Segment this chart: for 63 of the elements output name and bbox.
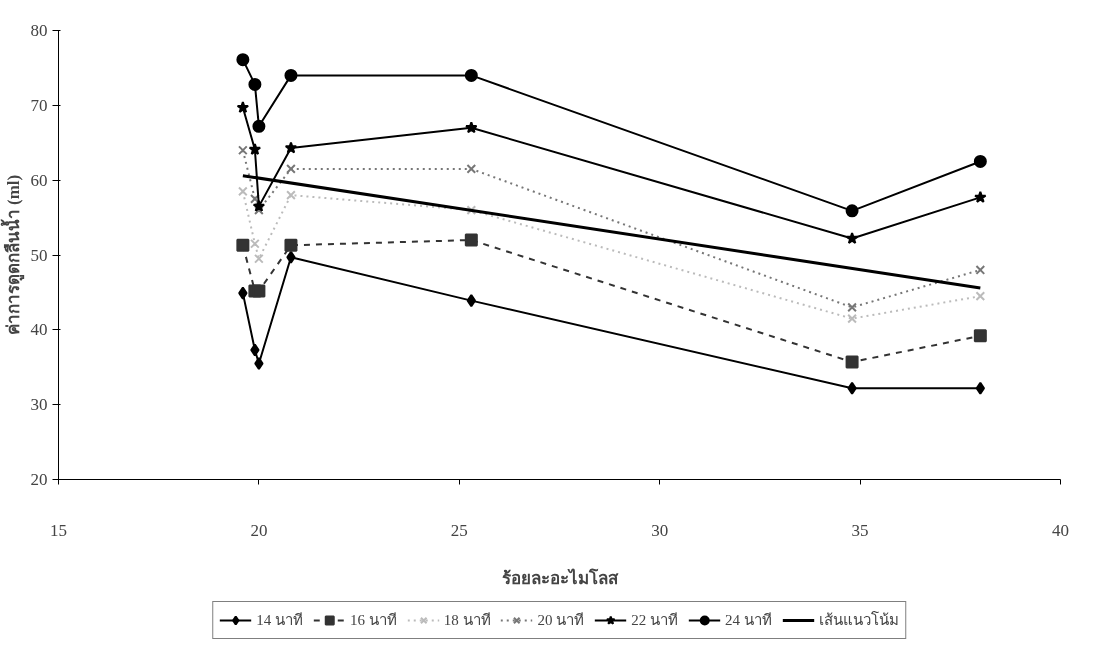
point [236, 238, 250, 252]
y-tick-label: 50 [30, 245, 48, 265]
point [248, 77, 262, 91]
y-tick-label: 70 [30, 95, 48, 115]
point [847, 381, 857, 395]
y-tick-label: 30 [30, 395, 48, 415]
point [975, 291, 986, 302]
point [975, 381, 986, 395]
x-tick-label: 40 [1052, 520, 1069, 540]
point [284, 68, 298, 82]
point [466, 205, 477, 215]
x-tick-label: 15 [50, 520, 67, 540]
x-tick-label: 20 [250, 520, 268, 540]
point [252, 199, 266, 212]
point [252, 119, 266, 133]
legend-label: 22 นาที [631, 611, 678, 630]
point [238, 286, 248, 300]
point [464, 233, 478, 247]
x-axis-title: ร้อยละอะไมโลส [501, 567, 619, 588]
point [284, 141, 298, 154]
legend-label: 24 นาที [725, 611, 772, 630]
point [236, 53, 250, 67]
legend-label: 20 นาที [537, 611, 585, 630]
point [250, 193, 260, 204]
point [847, 302, 857, 313]
point [464, 68, 478, 82]
point [236, 101, 250, 114]
point [286, 190, 296, 201]
point [975, 265, 986, 275]
point [465, 121, 478, 134]
point [845, 204, 859, 218]
point [286, 250, 296, 264]
y-tick-label: 80 [30, 21, 48, 40]
point [286, 164, 296, 174]
y-tick-label: 20 [30, 470, 48, 489]
point [252, 284, 266, 298]
point [974, 190, 987, 203]
point [250, 343, 260, 357]
point [845, 232, 859, 244]
legend-label: 16 นาที [350, 611, 397, 630]
point [847, 313, 857, 324]
point [254, 357, 264, 371]
y-tick-label: 40 [30, 320, 48, 340]
x-tick-label: 25 [450, 520, 468, 540]
point [973, 329, 987, 343]
point [248, 142, 262, 155]
point [973, 154, 987, 168]
legend-label: เส้นแนวโน้ม [818, 610, 899, 630]
legend-label: 18 นาที [443, 611, 491, 630]
point [237, 186, 248, 197]
point [845, 355, 859, 369]
point [284, 238, 298, 252]
point [250, 238, 260, 249]
point [237, 145, 248, 156]
y-axis-title: ค่าการดูดกลืนน้ำ (ml) [0, 174, 25, 336]
point [254, 205, 264, 215]
x-tick-label: 30 [651, 520, 669, 540]
point [254, 253, 264, 264]
legend-label: 14 นาที [256, 611, 303, 630]
y-tick-label: 60 [30, 170, 48, 190]
point [466, 294, 476, 308]
point [466, 164, 477, 174]
x-tick-label: 35 [851, 520, 869, 540]
